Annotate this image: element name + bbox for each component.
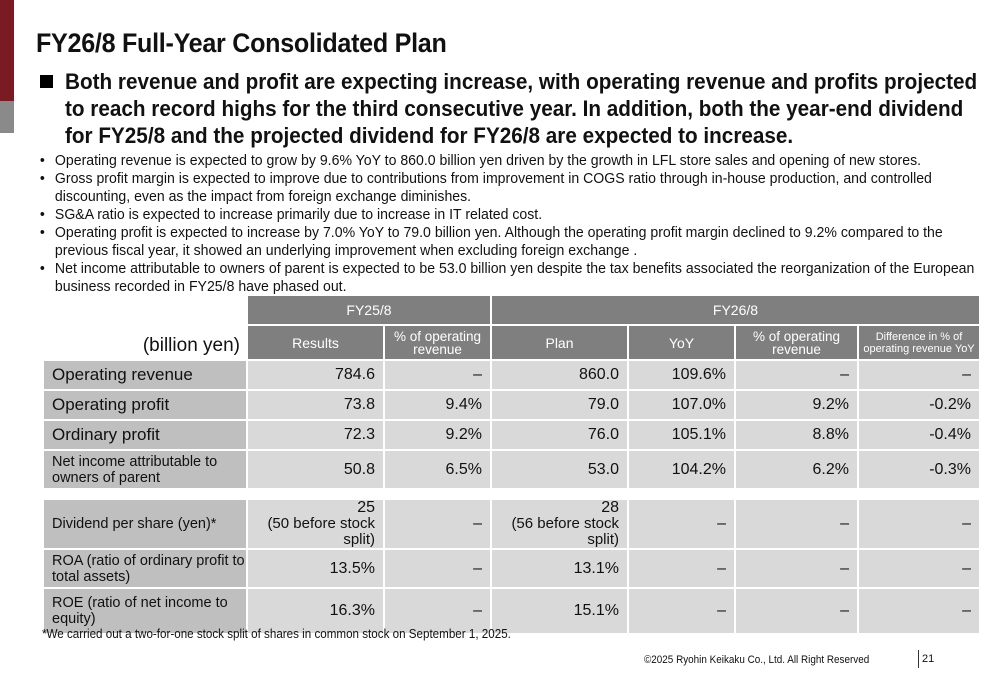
cell: – <box>383 498 492 550</box>
cell: 79.0 <box>490 389 629 421</box>
cell: – <box>734 587 859 635</box>
bullet-item: Net income attributable to owners of par… <box>38 260 987 296</box>
unit-label: (billion yen) <box>42 324 248 361</box>
accent-bar-red <box>0 0 14 101</box>
cell: 104.2% <box>627 449 736 490</box>
row-label: Dividend per share (yen)* <box>42 498 248 550</box>
cell: 6.2% <box>734 449 859 490</box>
cell-main: 25 <box>357 499 375 516</box>
page-number: 21 <box>922 653 935 665</box>
cell-sub: (56 before stock split) <box>511 515 619 548</box>
col-header: % of operating revenue <box>383 324 492 361</box>
bullet-item: Gross profit margin is expected to impro… <box>38 170 987 206</box>
cell: 16.3% <box>246 587 385 635</box>
cell: -0.4% <box>857 419 981 451</box>
cell: 9.4% <box>383 389 492 421</box>
cell: 9.2% <box>734 389 859 421</box>
cell: – <box>627 498 736 550</box>
row-label: ROA (ratio of ordinary profit to total a… <box>42 548 248 589</box>
row-label: ROE (ratio of net income to equity) <box>42 587 248 635</box>
cell: 25 (50 before stock split) <box>246 498 385 550</box>
cell: – <box>734 359 859 391</box>
col-header: Results <box>246 324 385 361</box>
group-header-fy25: FY25/8 <box>246 294 492 326</box>
row-label: Operating profit <box>42 389 248 421</box>
table-row: Ordinary profit 72.3 9.2% 76.0 105.1% 8.… <box>42 419 981 451</box>
cell: 50.8 <box>246 449 385 490</box>
cell: – <box>857 587 981 635</box>
table-row: Net income attributable to owners of par… <box>42 449 981 490</box>
page-divider <box>918 650 919 668</box>
cell: – <box>857 359 981 391</box>
cell: 53.0 <box>490 449 629 490</box>
cell: – <box>383 587 492 635</box>
bullet-item: SG&A ratio is expected to increase prima… <box>38 206 987 224</box>
cell: 784.6 <box>246 359 385 391</box>
cell: – <box>734 498 859 550</box>
table-row: Operating profit 73.8 9.4% 79.0 107.0% 9… <box>42 389 981 421</box>
row-label: Net income attributable to owners of par… <box>42 449 248 490</box>
table-row: Operating revenue 784.6 – 860.0 109.6% –… <box>42 359 981 391</box>
cell: 6.5% <box>383 449 492 490</box>
cell: -0.3% <box>857 449 981 490</box>
kpi-row: ROA (ratio of ordinary profit to total a… <box>42 548 981 589</box>
footnote: *We carried out a two-for-one stock spli… <box>42 627 511 641</box>
row-label: Ordinary profit <box>42 419 248 451</box>
accent-bar-gray <box>0 101 14 133</box>
cell-sub: (50 before stock split) <box>267 515 375 548</box>
cell: 8.8% <box>734 419 859 451</box>
table-spacer <box>42 488 981 500</box>
cell: – <box>734 548 859 589</box>
col-header: % of operating revenue <box>734 324 859 361</box>
column-header-row: (billion yen) Results % of operating rev… <box>42 324 981 361</box>
cell: 9.2% <box>383 419 492 451</box>
cell: 109.6% <box>627 359 736 391</box>
group-header-fy26: FY26/8 <box>490 294 981 326</box>
col-header: Difference in % of operating revenue YoY <box>857 324 981 361</box>
col-header: YoY <box>627 324 736 361</box>
cell: 107.0% <box>627 389 736 421</box>
headline-text: Both revenue and profit are expecting in… <box>65 69 978 148</box>
headline: Both revenue and profit are expecting in… <box>40 68 977 149</box>
kpi-row: ROE (ratio of net income to equity) 16.3… <box>42 587 981 635</box>
col-header: Plan <box>490 324 629 361</box>
cell: 73.8 <box>246 389 385 421</box>
bullet-item: Operating revenue is expected to grow by… <box>38 152 987 170</box>
cell: 28 (56 before stock split) <box>490 498 629 550</box>
cell: – <box>627 548 736 589</box>
cell: – <box>857 548 981 589</box>
cell: 13.1% <box>490 548 629 589</box>
square-bullet-icon <box>40 75 53 88</box>
cell: – <box>383 359 492 391</box>
financial-table: FY25/8 FY26/8 (billion yen) Results % of… <box>42 294 981 635</box>
cell: 13.5% <box>246 548 385 589</box>
cell: 860.0 <box>490 359 629 391</box>
cell: – <box>383 548 492 589</box>
row-label: Operating revenue <box>42 359 248 391</box>
cell: 76.0 <box>490 419 629 451</box>
cell-main: 28 <box>601 499 619 516</box>
slide-title: FY26/8 Full-Year Consolidated Plan <box>36 28 447 58</box>
cell: 105.1% <box>627 419 736 451</box>
bullet-item: Operating profit is expected to increase… <box>38 224 987 260</box>
cell: -0.2% <box>857 389 981 421</box>
kpi-row: Dividend per share (yen)* 25 (50 before s… <box>42 498 981 550</box>
group-header-row: FY25/8 FY26/8 <box>43 294 981 326</box>
cell: 15.1% <box>490 587 629 635</box>
cell: – <box>627 587 736 635</box>
cell: – <box>857 498 981 550</box>
bullet-list: Operating revenue is expected to grow by… <box>38 152 998 296</box>
cell: 72.3 <box>246 419 385 451</box>
copyright: ©2025 Ryohin Keikaku Co., Ltd. All Right… <box>644 654 870 666</box>
